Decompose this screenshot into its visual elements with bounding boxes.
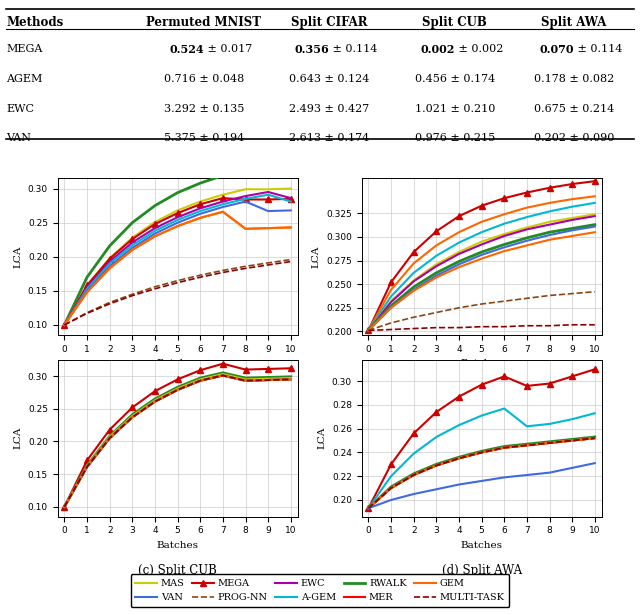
Text: Permuted MNIST: Permuted MNIST (147, 16, 262, 29)
Text: 2.613 ± 0.174: 2.613 ± 0.174 (289, 133, 369, 143)
Text: VAN: VAN (6, 133, 31, 143)
Text: 2.493 ± 0.427: 2.493 ± 0.427 (289, 104, 369, 114)
Y-axis label: LCA: LCA (13, 427, 22, 450)
X-axis label: Batches: Batches (461, 541, 502, 550)
Text: 0.356: 0.356 (294, 44, 330, 55)
X-axis label: Batches: Batches (157, 541, 198, 550)
Text: 0.675 ± 0.214: 0.675 ± 0.214 (534, 104, 614, 114)
Text: (a) Permuted MNIST: (a) Permuted MNIST (115, 382, 240, 395)
Text: ± 0.017: ± 0.017 (204, 44, 252, 54)
Text: (c) Split CUB: (c) Split CUB (138, 563, 217, 577)
X-axis label: Batches: Batches (157, 359, 198, 368)
X-axis label: Batches: Batches (461, 359, 502, 368)
Text: Methods: Methods (6, 16, 63, 29)
Text: EWC: EWC (6, 104, 35, 114)
Text: ± 0.114: ± 0.114 (574, 44, 622, 54)
Text: 0.202 ± 0.090: 0.202 ± 0.090 (534, 133, 614, 143)
Text: 0.976 ± 0.215: 0.976 ± 0.215 (415, 133, 495, 143)
Text: 0.002: 0.002 (420, 44, 455, 55)
Text: 0.716 ± 0.048: 0.716 ± 0.048 (164, 74, 244, 84)
Text: 0.643 ± 0.124: 0.643 ± 0.124 (289, 74, 369, 84)
Text: (b) Split CIFAR: (b) Split CIFAR (436, 382, 527, 395)
Y-axis label: LCA: LCA (13, 245, 22, 268)
Text: 5.375 ± 0.194: 5.375 ± 0.194 (164, 133, 244, 143)
Text: 1.021 ± 0.210: 1.021 ± 0.210 (415, 104, 495, 114)
Y-axis label: LCA: LCA (312, 245, 321, 268)
Y-axis label: LCA: LCA (317, 427, 326, 450)
Text: 0.178 ± 0.082: 0.178 ± 0.082 (534, 74, 614, 84)
Text: MEGA: MEGA (6, 44, 43, 54)
Text: 0.524: 0.524 (170, 44, 204, 55)
Text: (d) Split AWA: (d) Split AWA (442, 563, 522, 577)
Text: Split AWA: Split AWA (541, 16, 607, 29)
Text: 0.456 ± 0.174: 0.456 ± 0.174 (415, 74, 495, 84)
Legend: MAS, VAN, MEGA, PROG-NN, EWC, A-GEM, RWALK, MER, GEM, MULTI-TASK: MAS, VAN, MEGA, PROG-NN, EWC, A-GEM, RWA… (131, 574, 509, 607)
Text: AGEM: AGEM (6, 74, 43, 84)
Text: Split CIFAR: Split CIFAR (291, 16, 367, 29)
Text: 0.070: 0.070 (540, 44, 574, 55)
Text: ± 0.114: ± 0.114 (330, 44, 378, 54)
Text: ± 0.002: ± 0.002 (455, 44, 503, 54)
Text: 3.292 ± 0.135: 3.292 ± 0.135 (164, 104, 244, 114)
Text: Split CUB: Split CUB (422, 16, 487, 29)
